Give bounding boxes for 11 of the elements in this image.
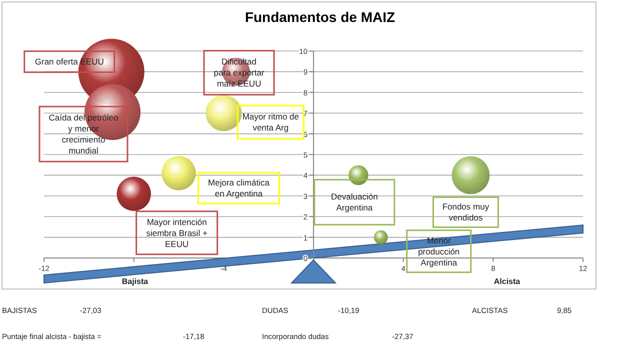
annotation: Mayor ritmo de venta Arg bbox=[242, 112, 300, 133]
annotation: Menor producción Argentina bbox=[418, 235, 460, 268]
annotation: Gran oferta EEUU bbox=[34, 56, 104, 67]
annotation: Mejora climática en Argentina bbox=[208, 178, 270, 199]
annotation: Devaluación Argentina bbox=[331, 192, 378, 213]
annotation: Mayor intención siembra Brasil + EEUU bbox=[146, 216, 208, 249]
text: Bajista bbox=[122, 277, 149, 286]
chart-title: Fundamentos de MAIZ bbox=[244, 9, 396, 25]
annotation: Dificultad para exportar maíz EEUU bbox=[214, 56, 264, 89]
text: Alcista bbox=[494, 277, 521, 286]
annotation: Fondos muy vendidos bbox=[442, 202, 490, 223]
